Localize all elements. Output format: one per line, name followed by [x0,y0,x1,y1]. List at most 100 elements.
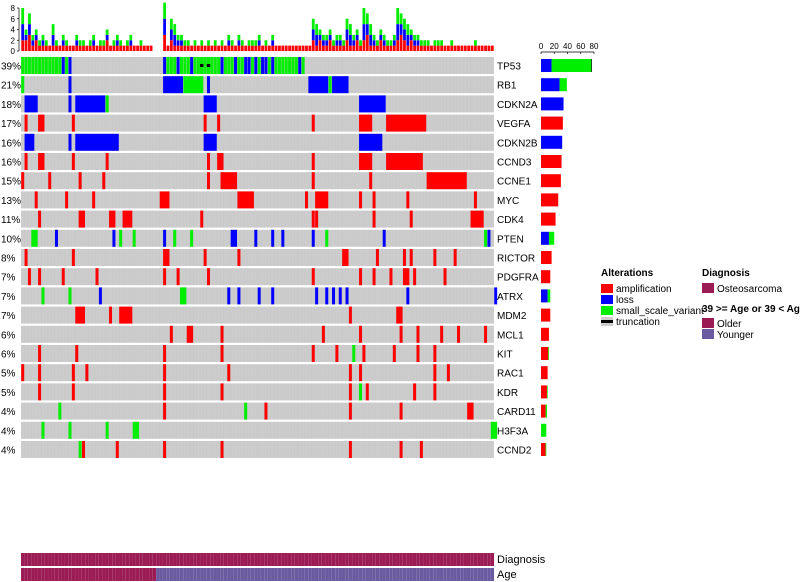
cell-amplification [38,114,45,132]
cell-amplification [78,172,82,190]
age-older-cell [44,568,49,581]
top-bar-segment [180,40,183,46]
top-bar-segment [115,45,119,51]
gene-name-label: CCNE1 [497,177,531,188]
cell-amplification [163,364,167,382]
top-bar-segment [173,34,177,46]
right-bar-mcl1-amp [541,327,549,341]
age-younger-cell [308,568,312,581]
cell-amplification [389,268,393,286]
top-bar-segment [315,34,319,46]
top-bar-segment [169,18,173,30]
cell-amplification [396,306,403,324]
top-bar-segment [34,40,38,51]
diagnosis-cell [216,553,221,566]
cell-loss [257,287,261,305]
gene-pct-label: 39% [1,62,21,73]
cell-amplification [406,191,410,209]
top-bar-segment [436,40,440,46]
cell-loss [264,57,268,74]
top-bar-segment [61,34,65,41]
cell-amplification [95,268,99,286]
right-bar-ccnd2-ssv [545,443,547,456]
diagnosis-cell [162,553,167,566]
age-younger-cell [389,568,393,581]
top-bar-segment [416,34,420,41]
top-bar-segment [176,40,180,46]
top-bar-segment [142,45,146,51]
top-axis-tick-label: 0 [11,47,16,56]
right-bar-cdk4-amp [541,212,556,226]
top-bar-segment [41,34,45,41]
cell-amplification [71,114,75,132]
right-axis-tick-label: 20 [550,42,559,51]
gene-name-label: RICTOR [497,254,535,265]
cell-loss [345,287,349,305]
top-bar-segment [99,45,102,51]
top-bar-segment [207,45,210,51]
cell-small-scale-variant [250,57,254,74]
cell-amplification [467,402,474,420]
top-bar-segment [386,45,389,51]
age-younger-cell [466,568,471,581]
top-bar-segment [82,45,85,51]
cell-loss [254,57,258,74]
top-bar-segment [311,18,315,30]
top-bar-segment [470,45,474,51]
age-younger-cell [487,568,491,581]
cell-loss [487,229,491,247]
cell-amplification [453,249,457,266]
cell-amplification [365,383,369,401]
age-younger-cell [203,568,207,581]
cell-amplification [348,383,352,401]
right-axis-tick-label: 0 [539,42,544,51]
gene-pct-label: 5% [1,369,16,380]
diagnosis-cell [210,553,214,566]
top-bar-segment [247,40,251,46]
top-bar-segment [169,40,173,51]
age-older-cell [118,568,123,581]
top-bar-segment [315,45,319,51]
top-bar-segment [105,34,109,41]
cell-small-scale-variant [105,421,109,439]
right-bar-kit-amp [541,347,549,360]
age-younger-cell [254,568,258,581]
cell-loss [190,57,194,74]
age-younger-cell [477,568,481,581]
cell-small-scale-variant [132,421,140,439]
gene-name-label: MCL1 [497,330,524,341]
age-younger-cell [169,568,174,581]
cell-amplification [163,402,167,420]
legend-osteosarcoma-label: Osteosarcoma [717,284,782,295]
age-younger-cell [193,568,197,581]
top-bar-segment [298,45,302,51]
cell-small-scale-variant [41,421,45,439]
cell-small-scale-variant [196,57,200,74]
top-bar-segment [409,34,413,41]
top-bar-segment [274,45,278,51]
top-bar-segment [484,45,487,51]
top-bar-segment [21,24,25,41]
diagnosis-cell [277,553,282,566]
cell-small-scale-variant [38,57,42,74]
gene-row-kdr: 5% KDR [1,383,518,401]
diagnosis-cell [223,553,228,566]
diagnosis-cell [392,553,397,566]
age-younger-cell [220,568,224,581]
diagnosis-cell [102,553,106,566]
right-bar-kit-ssv [548,347,549,360]
cell-amplification [372,210,376,228]
cell-amplification [169,325,173,343]
top-bar-segment [318,29,322,35]
gene-name-label: CARD11 [497,407,536,418]
age-older-cell [132,568,136,581]
top-bar-segment [338,34,342,41]
diagnosis-cell [375,553,380,566]
top-bar-segment [426,40,430,46]
diagnosis-cell [27,553,32,566]
top-bar-segment [48,45,52,51]
diagnosis-cell [149,553,153,566]
top-bar-segment [399,34,403,51]
age-older-cell [37,568,42,581]
age-younger-cell [423,568,427,581]
